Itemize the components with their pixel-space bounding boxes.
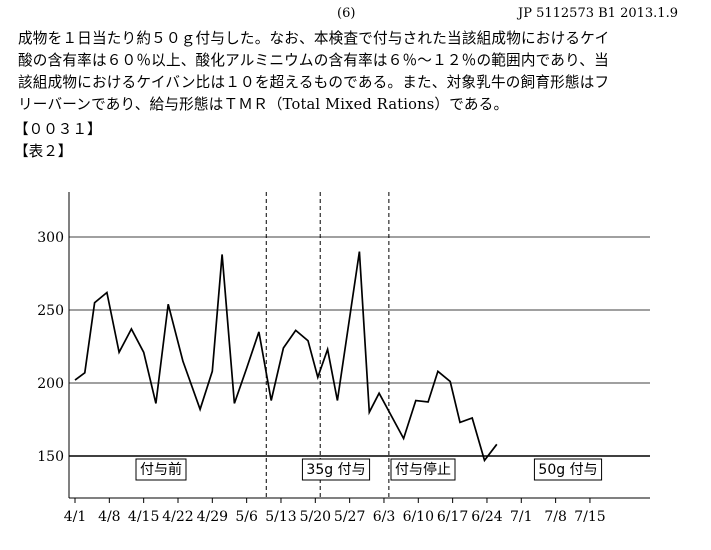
period-label-box — [301, 458, 371, 481]
x-tick-label: 6/3 — [373, 509, 396, 525]
x-tick-label: 5/27 — [334, 509, 365, 525]
body-line: 酸の含有率は６０％以上、酸化アルミニウムの含有率は６％～１２％の範囲内であり、当 — [18, 52, 609, 69]
body-line: 該組成物におけるケイバン比は１０を超えるものである。また、対象乳牛の飼育形態はフ — [18, 74, 610, 91]
x-tick-label: 4/22 — [162, 509, 193, 525]
period-label: 50g 付与 — [538, 462, 597, 478]
body-line: 成物を１日当たり約５０ｇ付与した。なお、本検査で付与された当該組成物におけるケイ — [18, 30, 610, 47]
table-label: 【表２】 — [14, 143, 73, 160]
period-label: 付与停止 — [395, 461, 451, 478]
period-label-box — [533, 458, 603, 481]
y-tick-label: 250 — [37, 303, 64, 319]
body-line: リーバーンであり、給与形態はＴＭＲ（Total Mixed Rations）であ… — [18, 96, 509, 113]
x-tick-label: 6/24 — [471, 509, 503, 525]
y-tick-label: 150 — [37, 449, 64, 465]
y-tick-label: 300 — [37, 230, 64, 246]
x-tick-label: 5/6 — [235, 509, 258, 525]
x-tick-label: 4/8 — [98, 509, 121, 525]
x-tick-label: 7/15 — [574, 509, 605, 525]
x-tick-label: 5/13 — [265, 509, 296, 525]
x-tick-label: 4/29 — [197, 509, 228, 525]
period-label-box — [390, 458, 456, 481]
body-text: 成物を１日当たり約５０ｇ付与した。なお、本検査で付与された当該組成物におけるケイ… — [18, 28, 702, 116]
x-tick-label: 4/1 — [64, 509, 87, 525]
x-tick-label: 4/15 — [128, 509, 159, 525]
page-number: (6) — [337, 6, 356, 21]
series-line — [74, 251, 498, 463]
period-label: 35g 付与 — [306, 462, 365, 478]
x-tick-label: 6/17 — [437, 509, 468, 525]
x-tick-label: 6/10 — [403, 509, 434, 525]
y-tick-label: 200 — [37, 376, 64, 392]
period-label: 付与前 — [140, 461, 182, 478]
period-label-box — [135, 458, 187, 481]
x-tick-label: 5/20 — [300, 509, 331, 525]
x-tick-label: 7/8 — [544, 509, 567, 525]
x-tick-label: 7/1 — [510, 509, 533, 525]
paragraph-number: 【００３１】 — [14, 121, 102, 138]
publication-id: JP 5112573 B1 2013.1.9 — [518, 6, 678, 21]
